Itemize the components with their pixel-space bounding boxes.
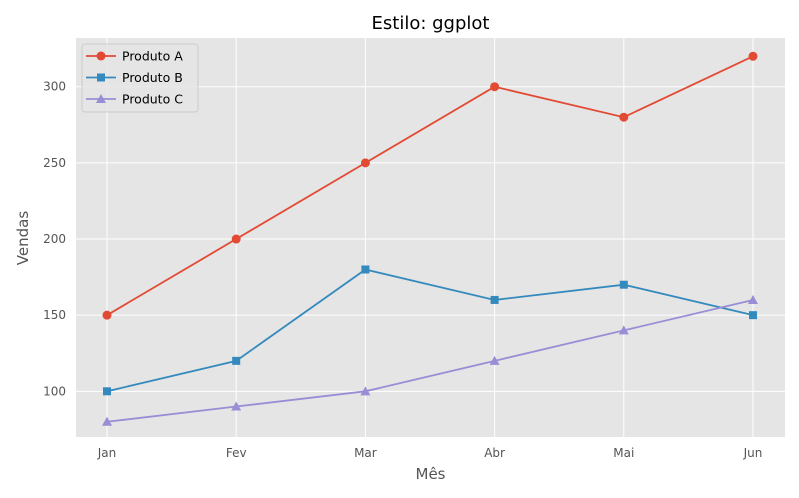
data-point: [618, 325, 629, 335]
legend-label: Produto A: [122, 49, 183, 64]
x-tick-label: Fev: [226, 446, 247, 460]
legend-item: Produto C: [86, 92, 183, 107]
data-point: [232, 356, 241, 365]
data-point: [748, 51, 758, 61]
series-line: [106, 299, 754, 423]
data-point: [360, 386, 371, 396]
x-tick-label: Jun: [743, 446, 763, 460]
data-point: [748, 294, 758, 304]
data-point: [490, 82, 500, 92]
y-tick-label: 100: [43, 384, 66, 398]
series-1: [103, 265, 757, 396]
x-tick-label: Mai: [613, 446, 634, 460]
legend: Produto A Produto B Produto C: [81, 43, 199, 113]
data-point: [490, 295, 499, 304]
data-point: [360, 158, 370, 168]
x-tick-label: Jan: [97, 446, 117, 460]
x-axis-label: Mês: [416, 465, 446, 483]
data-point: [489, 355, 500, 365]
y-tick-label: 200: [43, 232, 66, 246]
data-point: [231, 234, 241, 244]
legend-label: Produto B: [122, 70, 183, 85]
legend-marker: [96, 51, 106, 61]
series-0: [102, 51, 758, 320]
legend-item: Produto A: [86, 49, 183, 64]
legend-label: Produto C: [122, 92, 183, 107]
y-axis-label: Vendas: [14, 211, 32, 266]
legend-marker: [96, 94, 106, 103]
series-2: [102, 294, 758, 426]
data-point: [361, 265, 370, 274]
data-point: [102, 310, 112, 320]
x-tick-label: Mar: [354, 446, 377, 460]
data-point: [231, 401, 242, 411]
series-line: [106, 268, 754, 393]
legend-box: [81, 43, 199, 113]
y-tick-label: 250: [43, 156, 66, 170]
tick-labels: 100 150 200 250 300 Jan Fev Mar Abr Mai Jun: [43, 80, 762, 460]
x-tick-label: Abr: [484, 446, 505, 460]
data-point: [103, 387, 111, 396]
chart-title: Estilo: ggplot: [372, 13, 490, 34]
data-point: [619, 280, 628, 289]
legend-item: Produto B: [86, 70, 183, 85]
y-tick-label: 300: [43, 80, 66, 94]
series-lines: [102, 51, 758, 426]
data-point: [619, 112, 629, 122]
y-tick-label: 150: [43, 308, 66, 322]
legend-marker: [97, 73, 105, 82]
data-point: [749, 311, 757, 320]
series-line: [106, 55, 754, 316]
data-point: [102, 416, 112, 426]
